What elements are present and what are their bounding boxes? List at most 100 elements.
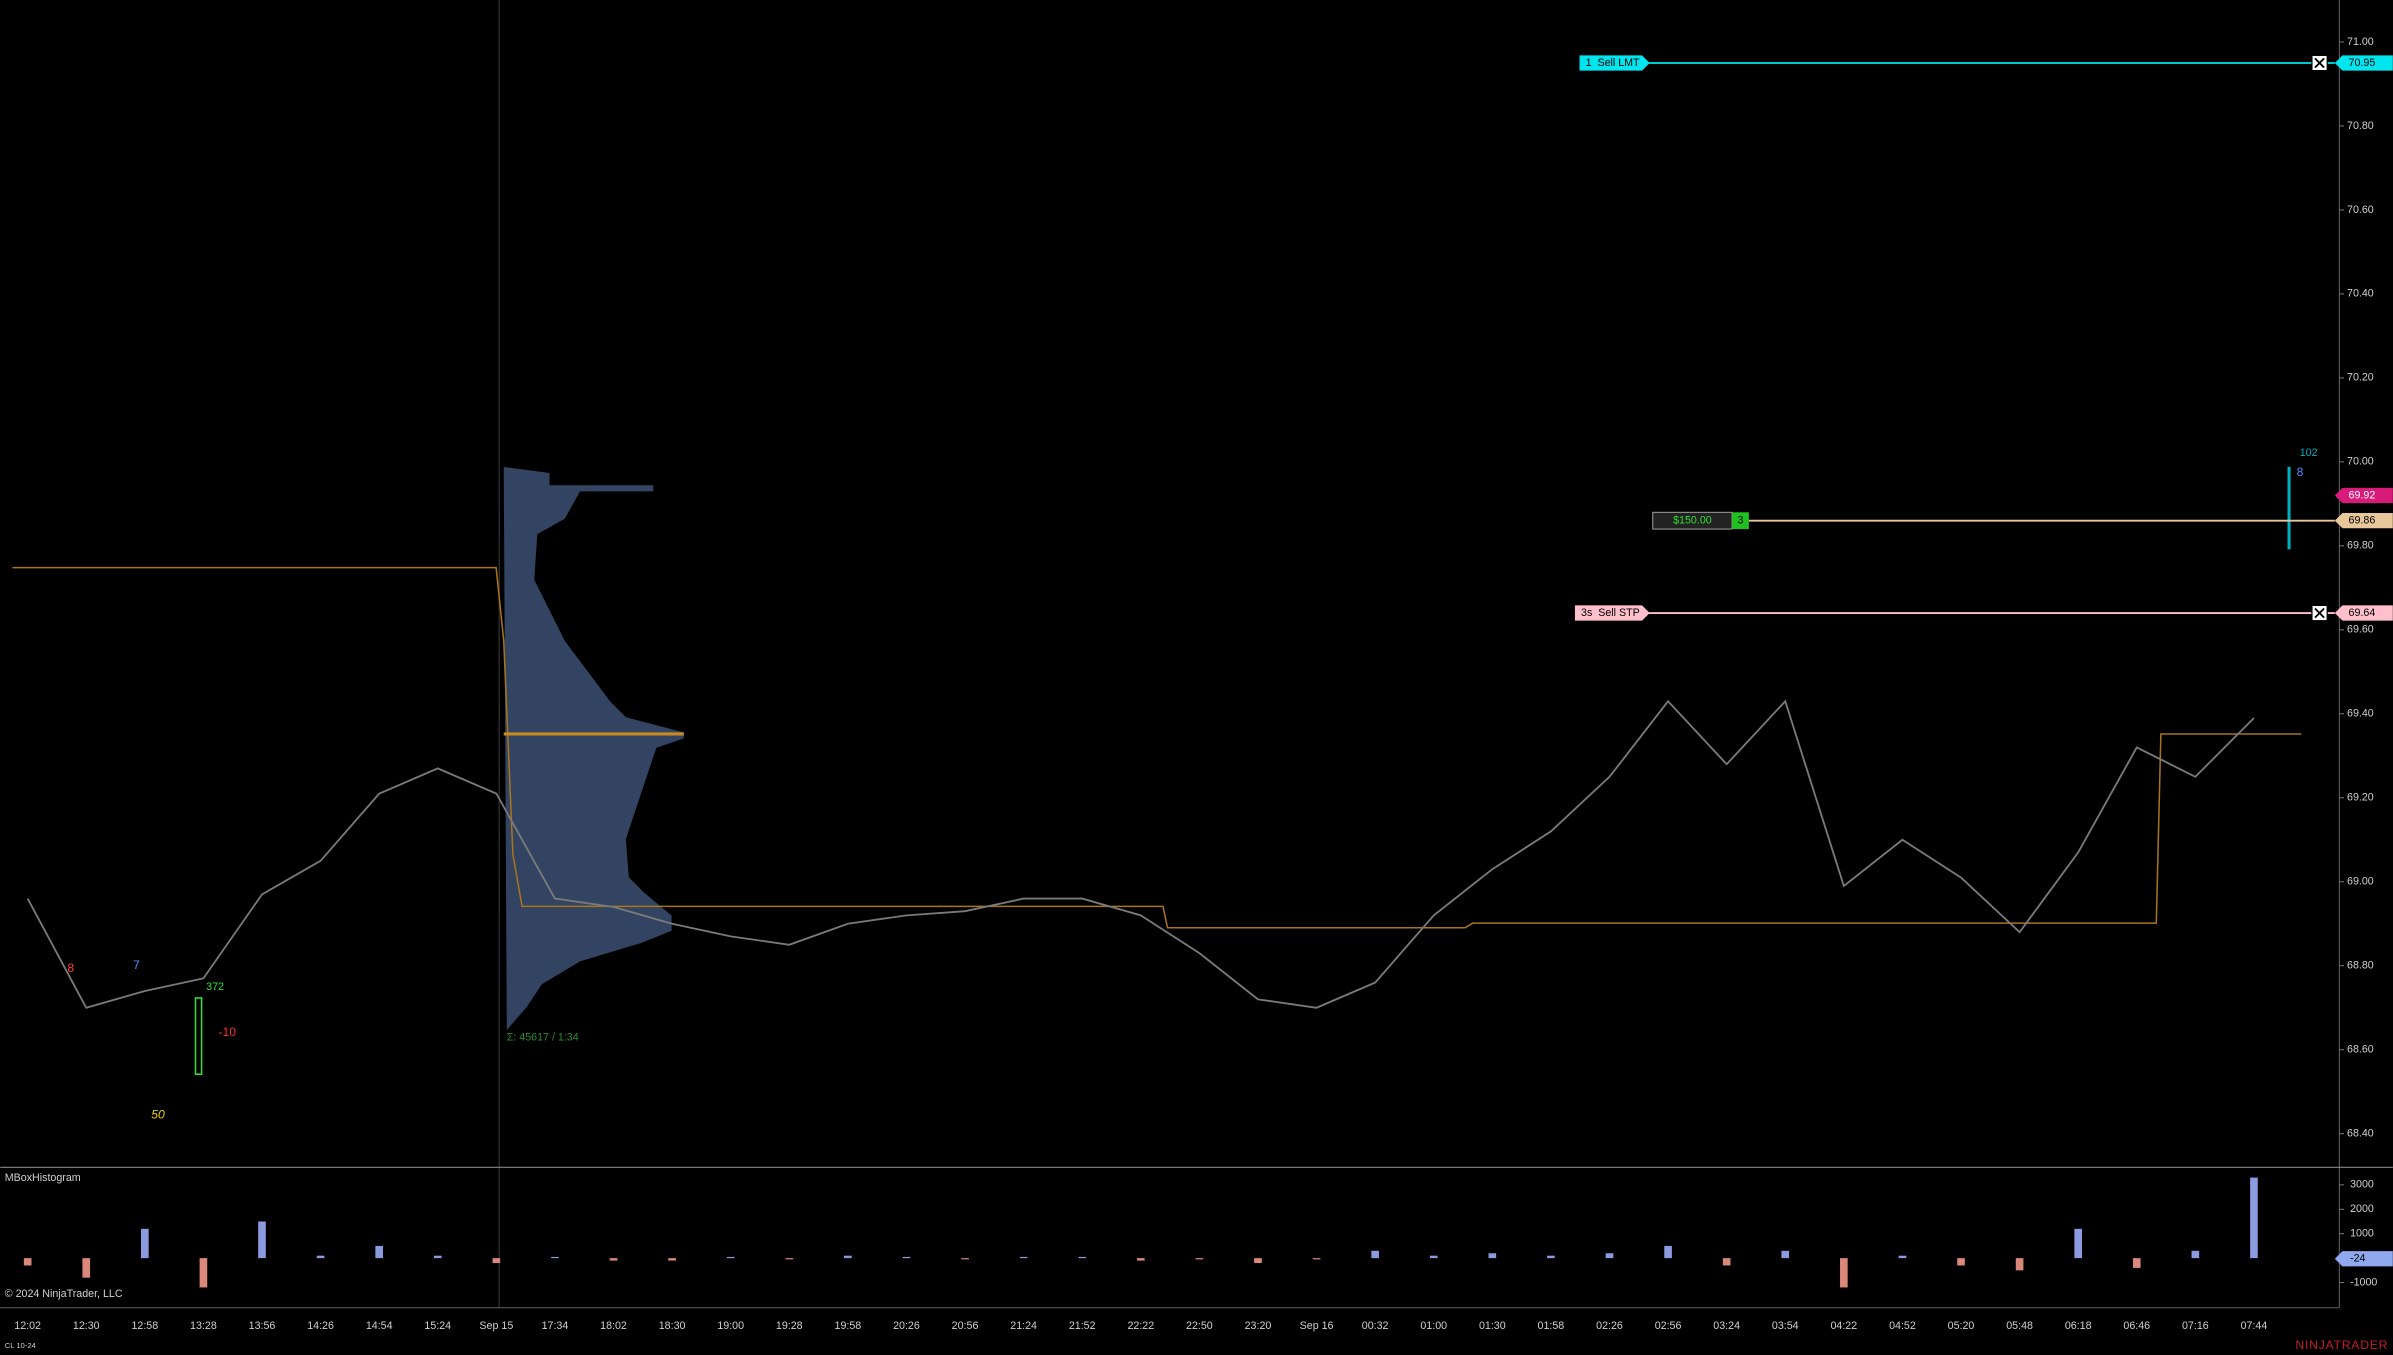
x-tick-label: 07:44 xyxy=(2241,1320,2268,1332)
x-tick-label: 02:56 xyxy=(1655,1320,1682,1332)
y-tick-label: 68.80 xyxy=(2347,960,2374,972)
order-price-tag xyxy=(2334,55,2393,71)
annotation: 50 xyxy=(151,1108,165,1122)
instrument: CL 10-24 xyxy=(5,1341,37,1350)
histogram-bar xyxy=(433,1255,442,1259)
y-tick-label: 68.40 xyxy=(2347,1128,2374,1140)
x-tick-label: Sep 15 xyxy=(479,1320,513,1332)
position-pnl[interactable]: $150.00 xyxy=(1673,515,1712,527)
histogram-bar xyxy=(23,1258,32,1266)
y-tick-label: 68.60 xyxy=(2347,1044,2374,1056)
x-tick-label: 21:52 xyxy=(1069,1320,1096,1332)
last-price-tag xyxy=(2334,487,2393,504)
annotation: -10 xyxy=(218,1025,236,1039)
close-icon xyxy=(2314,57,2325,69)
y-tick-label: 69.60 xyxy=(2347,624,2374,636)
annotation: Σ: 45617 / 1:34 xyxy=(507,1031,579,1043)
x-tick-label: 01:00 xyxy=(1420,1320,1447,1332)
x-tick-label: 03:54 xyxy=(1772,1320,1799,1332)
y-tick-label: 69.80 xyxy=(2347,540,2374,552)
position-price-tag xyxy=(2334,513,2393,529)
order-label-box[interactable] xyxy=(1574,605,1650,621)
annotation: 7 xyxy=(133,958,140,972)
histogram-bar xyxy=(785,1258,794,1260)
histogram-bar xyxy=(1078,1256,1087,1259)
histogram-bar xyxy=(1547,1255,1555,1259)
y-tick-label: 69.00 xyxy=(2347,876,2374,888)
histogram-bar xyxy=(609,1258,618,1261)
x-tick-label: 22:22 xyxy=(1127,1320,1154,1332)
x-tick-label: 23:20 xyxy=(1245,1320,1272,1332)
x-tick-label: 05:20 xyxy=(1948,1320,1975,1332)
order-label-box[interactable] xyxy=(1579,55,1650,71)
histogram-bar xyxy=(375,1245,383,1259)
x-tick-label: 12:58 xyxy=(131,1320,158,1332)
y-tick-label: -1000 xyxy=(2350,1276,2377,1288)
y-tick-label: 70.80 xyxy=(2347,120,2374,132)
position-qty[interactable]: 3 xyxy=(1738,515,1744,527)
x-tick-label: 02:26 xyxy=(1596,1320,1623,1332)
price-line xyxy=(26,699,2255,1009)
histogram-bar xyxy=(1254,1258,1262,1264)
x-tick-label: 14:26 xyxy=(307,1320,334,1332)
x-tick-label: 13:56 xyxy=(249,1320,276,1332)
y-tick-label: 70.60 xyxy=(2347,204,2374,216)
x-tick-label: Sep 16 xyxy=(1300,1320,1334,1332)
y-tick-label: 3000 xyxy=(2350,1179,2374,1191)
x-tick-label: 20:56 xyxy=(952,1320,979,1332)
histogram-bar xyxy=(1429,1255,1438,1259)
histogram-bar xyxy=(1136,1258,1145,1261)
current-value-tag xyxy=(2334,1251,2393,1267)
signal-box xyxy=(194,997,203,1075)
histogram-bar xyxy=(316,1255,325,1259)
panel-title: MBoxHistogram xyxy=(5,1172,81,1184)
histogram-bar xyxy=(961,1258,969,1260)
y-tick-label: 70.00 xyxy=(2347,456,2374,468)
x-tick-label: 19:28 xyxy=(776,1320,803,1332)
histogram-bar xyxy=(2015,1258,2024,1271)
x-tick-label: 03:24 xyxy=(1713,1320,1740,1332)
x-tick-label: 18:02 xyxy=(600,1320,627,1332)
order-price-label: 69.64 xyxy=(2349,607,2376,619)
position-qty-box[interactable] xyxy=(1732,512,1749,530)
histogram-bar xyxy=(141,1228,149,1259)
x-tick-label: 04:52 xyxy=(1889,1320,1916,1332)
y-tick-label: 2000 xyxy=(2350,1203,2374,1215)
histogram-bar xyxy=(1840,1258,1848,1288)
order-price-tag xyxy=(2334,605,2393,621)
histogram-bar xyxy=(1019,1256,1028,1259)
histogram-bar xyxy=(1781,1250,1790,1259)
copyright: © 2024 NinjaTrader, LLC xyxy=(5,1288,123,1300)
histogram-bar xyxy=(668,1258,676,1261)
x-tick-label: 21:24 xyxy=(1010,1320,1037,1332)
value-area-line xyxy=(12,566,2302,929)
last-price-label: 69.92 xyxy=(2349,489,2376,501)
x-tick-label: 15:24 xyxy=(424,1320,451,1332)
annotation: 8 xyxy=(2297,465,2304,479)
close-icon xyxy=(2314,607,2325,619)
annotation: 372 xyxy=(206,981,224,993)
histogram-bar xyxy=(258,1221,266,1259)
histogram-bar xyxy=(1312,1258,1321,1260)
histogram-bar xyxy=(2250,1177,2258,1259)
histogram-bar xyxy=(82,1258,91,1278)
histogram-bar xyxy=(902,1256,911,1259)
annotation: 102 xyxy=(2300,447,2318,459)
x-tick-label: 12:30 xyxy=(73,1320,100,1332)
histogram-bar xyxy=(1722,1258,1731,1266)
order-label[interactable]: 3s Sell STP xyxy=(1581,607,1640,619)
x-tick-label: 07:16 xyxy=(2182,1320,2209,1332)
y-tick-label: 71.00 xyxy=(2347,36,2374,48)
order-label[interactable]: 1 Sell LMT xyxy=(1586,57,1640,69)
histogram-bar xyxy=(551,1256,559,1259)
histogram-bar xyxy=(2191,1250,2200,1259)
x-tick-label: 20:26 xyxy=(893,1320,920,1332)
histogram-bar xyxy=(844,1255,852,1259)
histogram-bar xyxy=(1371,1250,1379,1259)
histogram-bar xyxy=(199,1258,208,1288)
x-tick-label: 17:34 xyxy=(542,1320,569,1332)
histogram-bar xyxy=(1898,1255,1907,1259)
